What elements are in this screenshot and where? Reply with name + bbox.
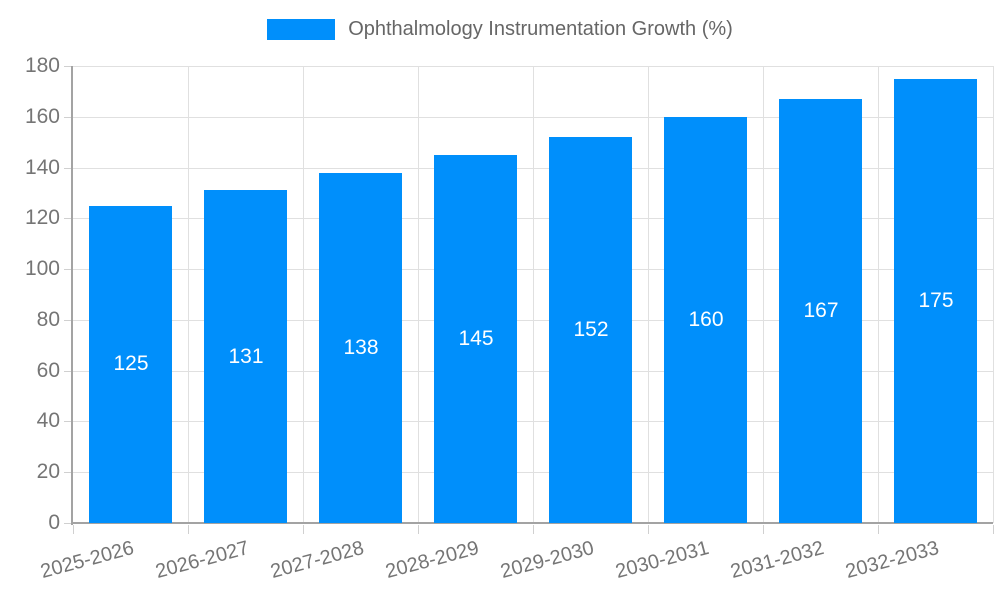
y-axis-label: 80 xyxy=(36,308,60,331)
bar[interactable] xyxy=(549,137,632,523)
bar[interactable] xyxy=(204,190,287,523)
x-axis-tick xyxy=(73,525,74,534)
y-axis-tick xyxy=(64,320,73,321)
x-axis-label: 2026-2027 xyxy=(153,537,252,584)
y-axis-line xyxy=(71,66,73,525)
x-axis-tick xyxy=(993,525,994,534)
legend: Ophthalmology Instrumentation Growth (%) xyxy=(0,18,1000,41)
gridline-vertical xyxy=(878,66,879,523)
x-axis-tick xyxy=(763,525,764,534)
x-axis-tick xyxy=(648,525,649,534)
bar[interactable] xyxy=(779,99,862,523)
y-axis-tick xyxy=(64,371,73,372)
bar[interactable] xyxy=(89,206,172,523)
y-axis-label: 20 xyxy=(36,460,60,483)
x-axis-label: 2028-2029 xyxy=(383,537,482,584)
x-axis-label: 2031-2032 xyxy=(728,537,827,584)
gridline-vertical xyxy=(648,66,649,523)
y-axis-label: 180 xyxy=(24,54,60,77)
x-axis-tick xyxy=(303,525,304,534)
y-axis-label: 100 xyxy=(24,257,60,280)
y-axis-tick xyxy=(64,66,73,67)
legend-label[interactable]: Ophthalmology Instrumentation Growth (%) xyxy=(348,18,733,40)
gridline-vertical xyxy=(418,66,419,523)
y-axis-label: 120 xyxy=(24,206,60,229)
x-axis-label: 2032-2033 xyxy=(843,537,942,584)
bar[interactable] xyxy=(319,173,402,523)
y-axis-tick xyxy=(64,269,73,270)
gridline-vertical xyxy=(993,66,994,523)
x-axis-tick xyxy=(418,525,419,534)
x-axis-tick xyxy=(878,525,879,534)
bar[interactable] xyxy=(434,155,517,523)
y-axis-tick xyxy=(64,168,73,169)
gridline-vertical xyxy=(303,66,304,523)
bar[interactable] xyxy=(894,79,977,523)
x-axis-label: 2027-2028 xyxy=(268,537,367,584)
y-axis-label: 40 xyxy=(36,409,60,432)
y-axis-tick xyxy=(64,117,73,118)
x-axis-label: 2030-2031 xyxy=(613,537,712,584)
y-axis-label: 60 xyxy=(36,359,60,382)
y-axis-tick xyxy=(64,472,73,473)
x-axis-tick xyxy=(188,525,189,534)
gridline-vertical xyxy=(533,66,534,523)
x-axis-tick xyxy=(533,525,534,534)
gridline-vertical xyxy=(188,66,189,523)
bar[interactable] xyxy=(664,117,747,523)
x-axis-label: 2025-2026 xyxy=(38,537,137,584)
x-axis-line xyxy=(71,522,993,524)
y-axis-label: 0 xyxy=(48,511,60,534)
y-axis-label: 140 xyxy=(24,156,60,179)
y-axis-tick xyxy=(64,218,73,219)
legend-swatch-icon[interactable] xyxy=(267,19,336,40)
y-axis-tick xyxy=(64,523,73,524)
gridline-vertical xyxy=(763,66,764,523)
x-axis-label: 2029-2030 xyxy=(498,537,597,584)
y-axis-tick xyxy=(64,421,73,422)
y-axis-label: 160 xyxy=(24,105,60,128)
